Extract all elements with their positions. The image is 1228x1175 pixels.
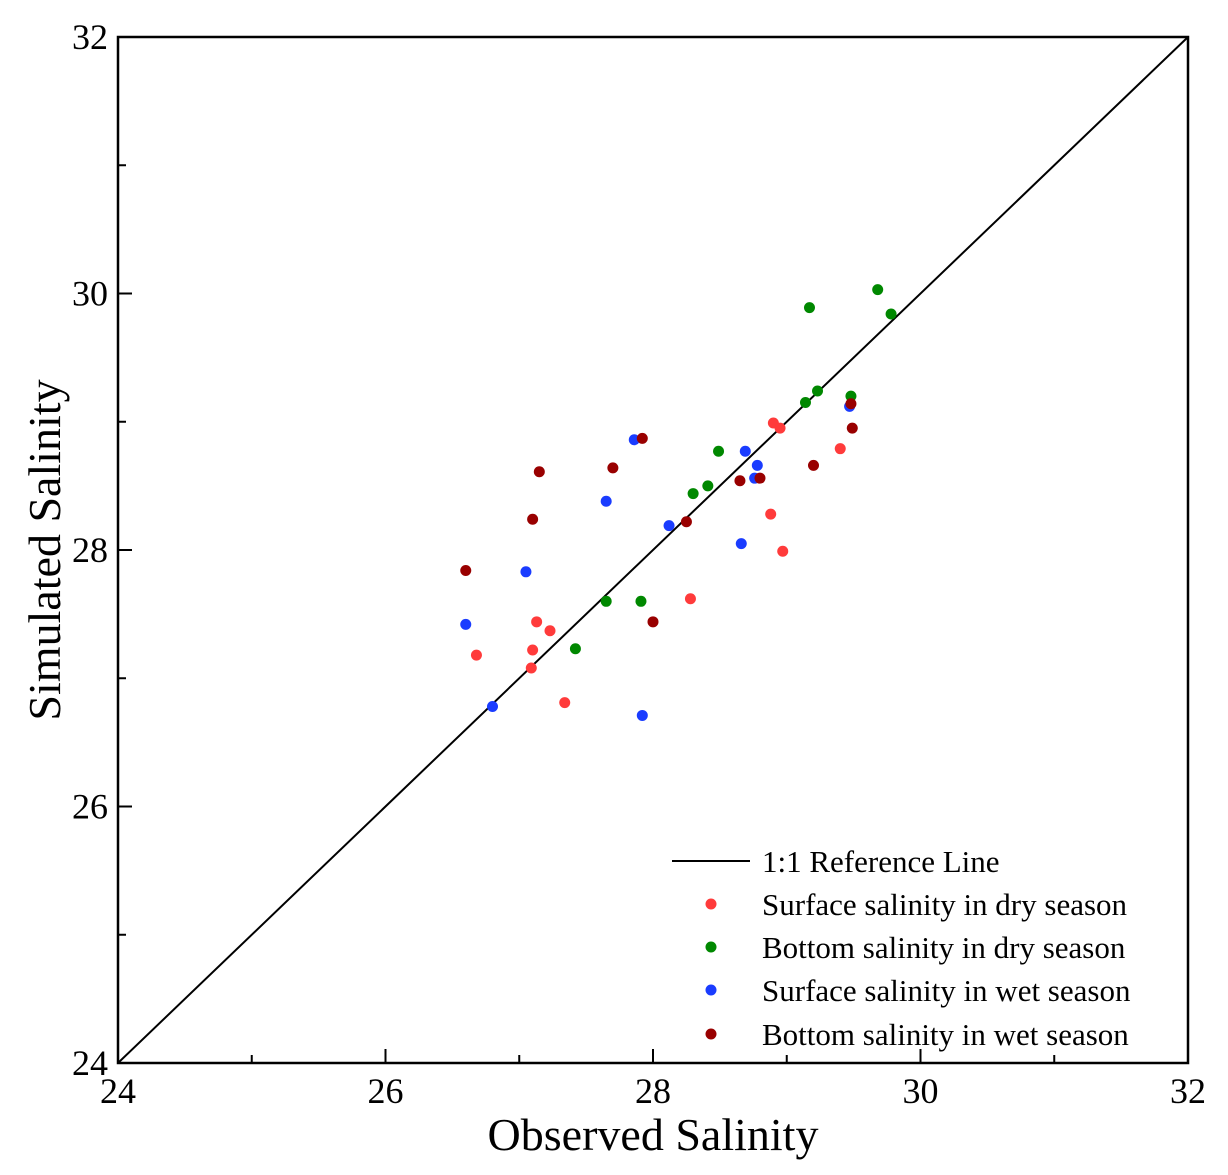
data-point xyxy=(487,700,498,712)
y-tick-label: 32 xyxy=(72,17,108,57)
data-point xyxy=(845,390,857,402)
data-point xyxy=(765,508,777,520)
legend-bottom-wet-swatch xyxy=(705,1028,717,1040)
legend-bottom-dry-swatch xyxy=(705,941,717,953)
data-point xyxy=(684,593,696,605)
legend-surface-dry-swatch xyxy=(705,898,717,910)
data-point xyxy=(734,475,746,487)
data-point xyxy=(774,422,786,434)
x-tick-label: 30 xyxy=(903,1071,939,1111)
y-tick-label: 26 xyxy=(72,787,108,827)
series-2 xyxy=(460,400,856,721)
data-point xyxy=(751,459,763,471)
legend-bottom-wet-label: Bottom salinity in wet season xyxy=(762,1017,1129,1052)
data-point xyxy=(525,662,537,674)
data-point xyxy=(527,513,539,525)
data-point xyxy=(520,566,532,578)
data-point xyxy=(460,565,472,577)
data-point xyxy=(702,480,714,492)
legend-surface-wet-label: Surface salinity in wet season xyxy=(762,973,1131,1008)
y-tick-label: 24 xyxy=(72,1043,108,1083)
y-axis-title: Simulated Salinity xyxy=(19,379,70,720)
data-point xyxy=(663,520,675,532)
x-axis-title: Observed Salinity xyxy=(488,1109,819,1160)
y-tick-label: 30 xyxy=(72,274,108,314)
data-point xyxy=(531,616,543,628)
data-point xyxy=(834,443,846,455)
x-tick-label: 32 xyxy=(1170,1071,1206,1111)
data-point xyxy=(559,697,571,709)
legend-surface-wet-swatch xyxy=(705,984,717,996)
data-point xyxy=(799,397,811,409)
y-tick-label: 28 xyxy=(72,530,108,570)
data-point xyxy=(527,644,539,656)
data-point xyxy=(687,488,699,500)
data-point xyxy=(470,649,482,661)
series-1 xyxy=(569,284,897,655)
legend-bottom-dry-label: Bottom salinity in dry season xyxy=(762,930,1126,965)
legend: 1:1 Reference Line Surface salinity in d… xyxy=(672,844,1131,1052)
data-point xyxy=(600,495,612,507)
legend-reference-line-label: 1:1 Reference Line xyxy=(762,844,1000,879)
data-point xyxy=(533,466,545,478)
data-point xyxy=(635,595,647,607)
data-point xyxy=(777,545,789,557)
x-tick-label: 24 xyxy=(100,1071,136,1111)
data-point xyxy=(812,385,824,397)
series-0 xyxy=(470,417,846,709)
series-3 xyxy=(460,398,858,628)
data-point xyxy=(647,616,659,628)
data-point xyxy=(636,709,648,721)
data-point xyxy=(754,472,766,484)
data-point xyxy=(845,398,857,410)
axis-ticks: 24 26 28 30 32 24 26 28 30 32 xyxy=(72,17,1206,1111)
reference-line-1-1 xyxy=(117,36,1189,1064)
data-point xyxy=(713,445,725,457)
data-points xyxy=(460,284,897,721)
x-tick-label: 28 xyxy=(635,1071,671,1111)
data-point xyxy=(607,462,619,474)
data-point xyxy=(739,445,751,457)
data-point xyxy=(569,643,581,655)
data-point xyxy=(808,459,819,471)
data-point xyxy=(803,302,815,314)
data-point xyxy=(600,595,612,607)
x-tick-label: 26 xyxy=(368,1071,404,1111)
data-point xyxy=(460,618,472,630)
data-point xyxy=(544,625,556,637)
data-point xyxy=(846,422,858,434)
data-point xyxy=(872,284,884,296)
data-point xyxy=(735,538,747,550)
data-point xyxy=(885,308,897,320)
data-point xyxy=(680,516,692,528)
legend-surface-dry-label: Surface salinity in dry season xyxy=(762,887,1128,922)
data-point xyxy=(636,432,648,444)
